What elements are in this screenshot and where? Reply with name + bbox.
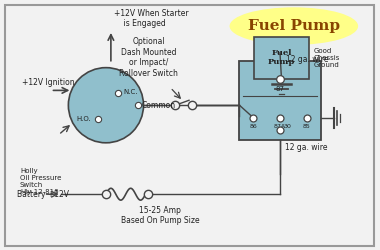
Text: Optional
Dash Mounted
or Impact/
Rollover Switch: Optional Dash Mounted or Impact/ Rollove… [119,37,178,78]
Text: 87: 87 [276,86,285,92]
Text: 85: 85 [303,124,310,128]
FancyBboxPatch shape [5,5,374,246]
Text: 86: 86 [249,124,257,128]
FancyBboxPatch shape [254,37,309,78]
Text: +12V Ignition: +12V Ignition [22,78,74,88]
Text: N.C.: N.C. [124,89,138,95]
Text: Fuel Pump: Fuel Pump [248,19,340,33]
Text: Fuel
Pump: Fuel Pump [268,49,295,66]
Text: Common: Common [141,101,176,110]
Text: +12V When Starter
    is Engaged: +12V When Starter is Engaged [114,9,188,28]
Text: Battery +12V: Battery +12V [17,190,69,199]
Text: H.O.: H.O. [77,116,92,122]
FancyBboxPatch shape [239,61,321,140]
Text: 30: 30 [284,124,292,129]
Text: Good
Chassis
Ground: Good Chassis Ground [314,48,340,68]
Text: Holly
Oil Pressure
Switch
Hly-12-810: Holly Oil Pressure Switch Hly-12-810 [20,168,61,194]
Ellipse shape [230,7,358,45]
Text: 12 ga. wire: 12 ga. wire [285,143,328,152]
Text: 15-25 Amp
Based On Pump Size: 15-25 Amp Based On Pump Size [121,206,200,226]
Text: 87A: 87A [274,124,286,128]
Text: 12 ga. wire: 12 ga. wire [287,55,329,64]
Circle shape [68,68,144,143]
